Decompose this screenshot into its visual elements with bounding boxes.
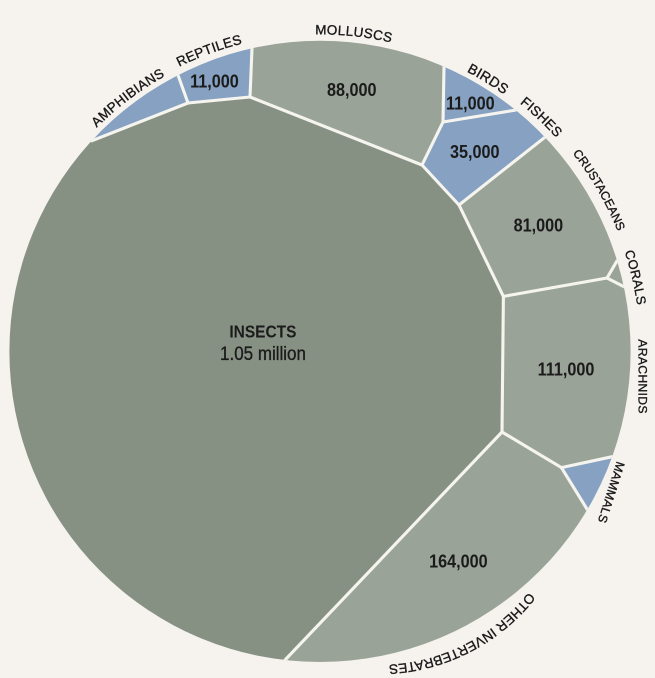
svg-text:INSECTS: INSECTS xyxy=(229,322,296,342)
svg-text:11,000: 11,000 xyxy=(446,92,495,113)
svg-text:81,000: 81,000 xyxy=(514,214,564,235)
svg-text:164,000: 164,000 xyxy=(429,550,488,571)
svg-text:88,000: 88,000 xyxy=(327,79,377,100)
svg-text:11,000: 11,000 xyxy=(190,70,239,91)
svg-text:ARACHNIDS: ARACHNIDS xyxy=(636,339,650,413)
svg-text:1.05 million: 1.05 million xyxy=(220,343,306,364)
svg-text:111,000: 111,000 xyxy=(538,358,595,379)
svg-text:35,000: 35,000 xyxy=(450,141,500,162)
